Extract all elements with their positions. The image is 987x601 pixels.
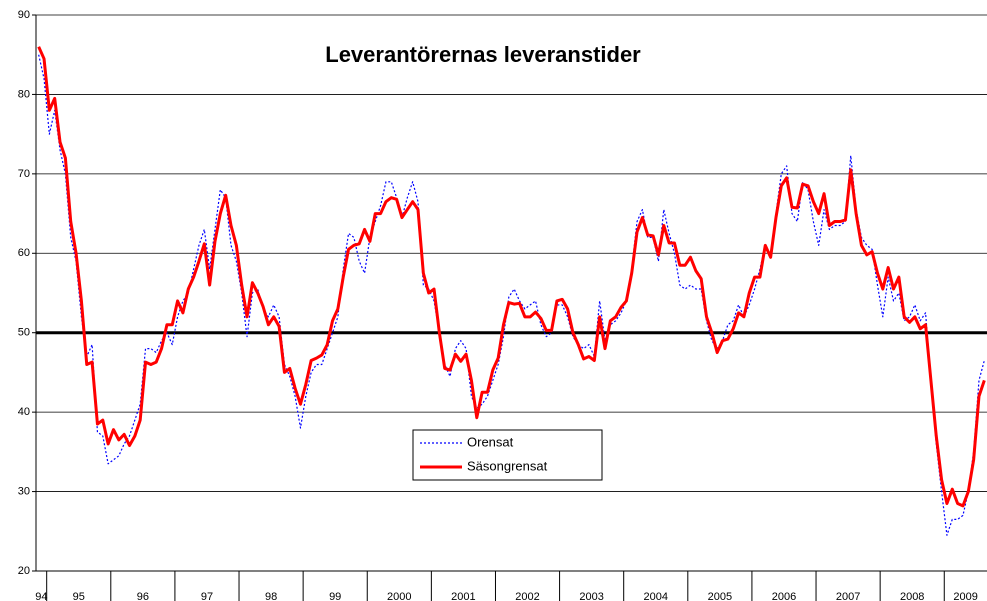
line-series	[37, 46, 986, 508]
y-tick-label: 90	[18, 9, 30, 21]
y-tick-label: 70	[18, 168, 30, 180]
x-tick-label: 2002	[515, 591, 539, 601]
legend-box	[412, 429, 603, 481]
y-tick-label: 20	[18, 565, 30, 577]
x-tick-label: 98	[265, 591, 277, 601]
y-tick-label: 80	[18, 88, 30, 100]
x-tick-label: 2007	[836, 591, 860, 601]
x-tick-label: 2006	[772, 591, 796, 601]
y-tick-label: 40	[18, 406, 30, 418]
x-tick-label: 99	[329, 591, 341, 601]
chart-title: Leverantörernas leveranstider	[325, 42, 641, 67]
x-tick-label: 97	[201, 591, 213, 601]
line-series	[38, 54, 985, 536]
x-tick-label: 2009	[953, 591, 977, 601]
legend: Orensat Säsongrensat	[412, 429, 603, 481]
legend-label: Säsongrensat	[467, 458, 548, 473]
y-tick-label: 30	[18, 485, 30, 497]
x-tick-label: 95	[73, 591, 85, 601]
x-tick-label: 2005	[708, 591, 732, 601]
x-tick-label: 2000	[387, 591, 411, 601]
x-tick-label: 94	[35, 591, 47, 601]
x-tick-label: 2001	[451, 591, 475, 601]
y-tick-label: 50	[18, 327, 30, 339]
y-tick-label: 60	[18, 247, 30, 259]
legend-label: Orensat	[467, 434, 514, 449]
x-tick-label: 96	[137, 591, 149, 601]
x-tick-label: 2003	[579, 591, 603, 601]
x-tick-label: 2004	[644, 591, 668, 601]
x-tick-label: 2008	[900, 591, 924, 601]
